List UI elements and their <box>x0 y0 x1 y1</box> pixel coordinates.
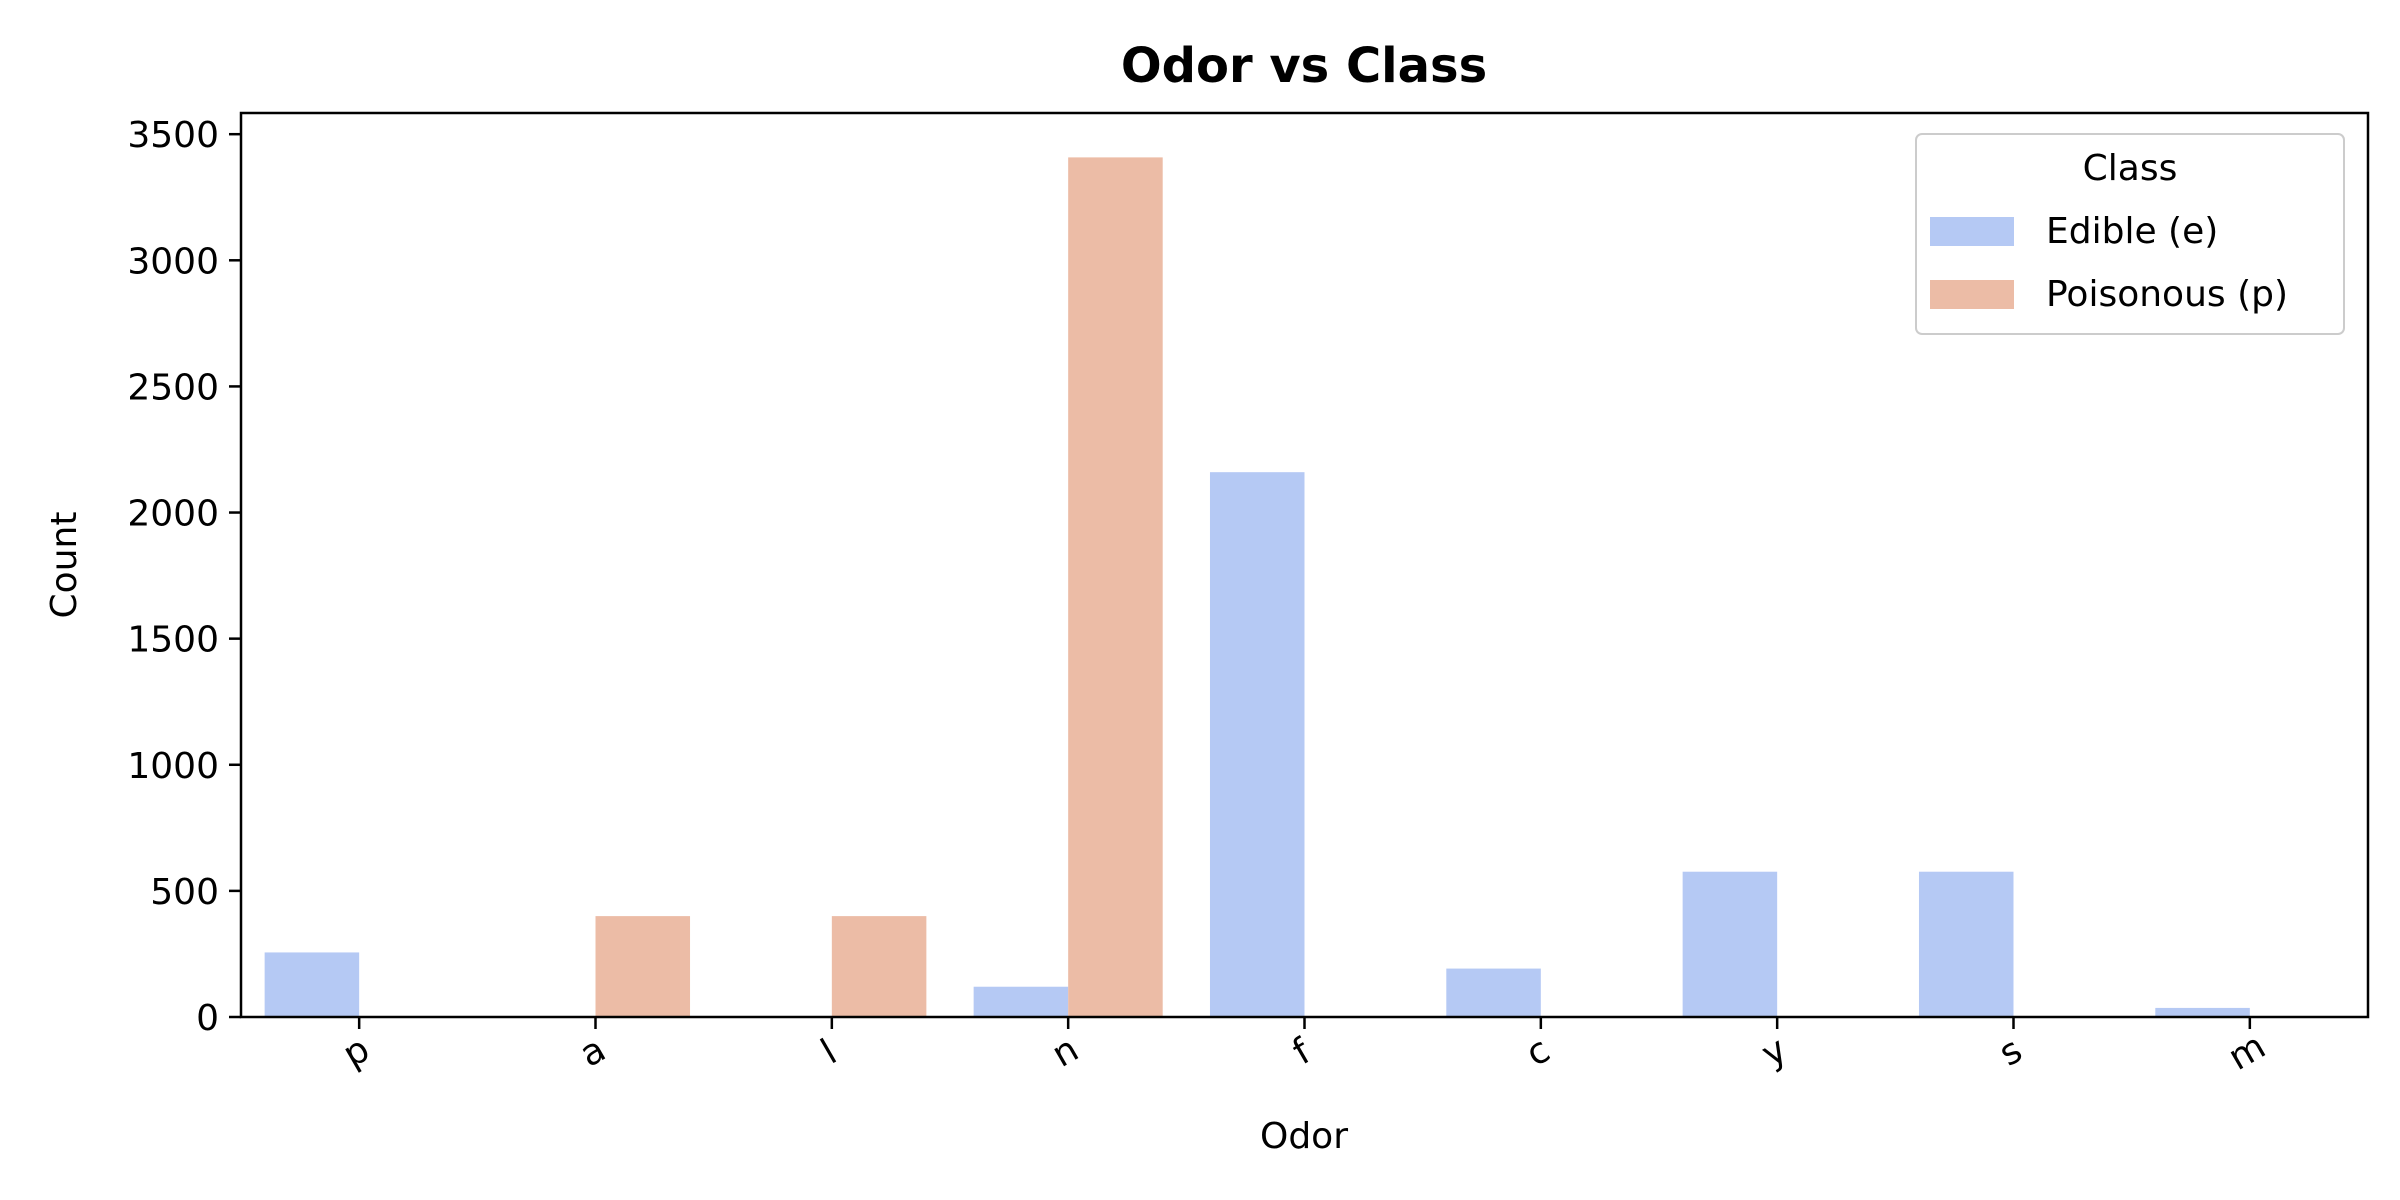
chart-title: Odor vs Class <box>1121 38 1487 94</box>
y-tick-label: 1000 <box>127 746 219 787</box>
legend-frame <box>1915 133 2345 335</box>
legend: Class Edible (e) Poisonous (p) <box>1915 133 2345 335</box>
y-tick-label: 3000 <box>127 241 219 282</box>
plot-frame <box>239 111 2370 1019</box>
bar-edible-e-p <box>264 952 360 1017</box>
y-tick-label: 1500 <box>127 620 219 661</box>
y-tick-label: 2000 <box>127 494 219 535</box>
bar-poisonous-p-l <box>831 916 927 1017</box>
y-tick-label: 2500 <box>127 367 219 408</box>
y-axis-label: Count <box>44 512 85 619</box>
y-tick-label: 500 <box>150 872 219 913</box>
legend-entries: Edible (e) Poisonous (p) <box>1930 211 2288 315</box>
y-tick-label: 3500 <box>127 115 219 156</box>
legend-label: Edible (e) <box>2046 211 2218 252</box>
legend-swatch <box>1930 280 2014 309</box>
bar-poisonous-p-a <box>595 916 691 1017</box>
bar-edible-e-s <box>1918 871 2014 1017</box>
bar-edible-e-y <box>1682 871 1778 1017</box>
bar-edible-e-f <box>1209 472 1305 1017</box>
legend-label: Poisonous (p) <box>2046 274 2288 315</box>
bar-edible-e-n <box>973 986 1069 1017</box>
bar-poisonous-p-n <box>1068 157 1163 1017</box>
bar-edible-e-c <box>1446 968 1541 1017</box>
legend-title: Class <box>2083 148 2178 189</box>
y-tick-label: 0 <box>196 998 219 1039</box>
bars-layer <box>264 157 2250 1017</box>
x-axis-label: Odor <box>1260 1116 1348 1157</box>
legend-swatch <box>1930 217 2014 246</box>
bar-edible-e-m <box>2155 1007 2250 1017</box>
